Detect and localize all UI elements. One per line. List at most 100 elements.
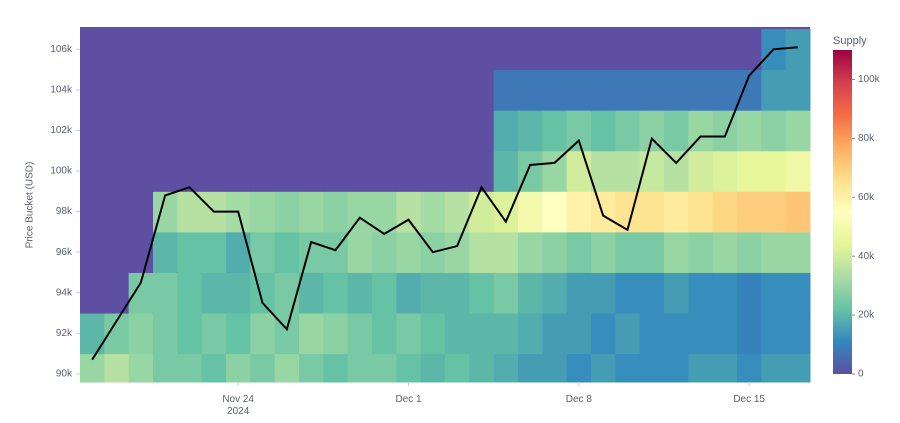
heatmap-cell — [712, 313, 738, 355]
heatmap-cell — [615, 150, 641, 192]
heatmap-cell — [445, 272, 470, 314]
heatmap-cell — [226, 313, 251, 355]
heatmap-cell — [347, 150, 373, 192]
heatmap-cell — [104, 110, 130, 152]
heatmap-cell — [591, 313, 616, 355]
heatmap-cell — [104, 69, 130, 111]
heatmap-cell — [274, 150, 300, 192]
heatmap-cell — [274, 110, 300, 152]
heatmap-cell — [201, 69, 227, 111]
heatmap-cell — [469, 150, 495, 192]
heatmap-cell — [761, 150, 787, 192]
x-tick-label: Dec 1 — [395, 394, 422, 405]
heatmap-cell — [153, 69, 178, 111]
heatmap-cell — [323, 29, 349, 71]
heatmap-cell — [347, 272, 373, 314]
heatmap-cell — [566, 353, 592, 383]
heatmap-cell — [518, 272, 543, 314]
heatmap-cell — [396, 69, 422, 111]
heatmap-cell — [299, 191, 324, 233]
heatmap-cell — [542, 150, 568, 192]
heatmap-cell — [201, 231, 227, 273]
heatmap-cell — [226, 69, 251, 111]
heatmap-cell — [80, 272, 105, 314]
heatmap-cell — [639, 29, 665, 71]
heatmap-cell — [712, 69, 738, 111]
heatmap-cell — [737, 150, 762, 192]
heatmap-cell — [128, 29, 154, 71]
heatmap-cell — [761, 191, 787, 233]
heatmap-cell — [201, 353, 227, 383]
heatmap-cell — [664, 29, 689, 71]
heatmap-cell — [372, 272, 397, 314]
heatmap-cell — [493, 110, 519, 152]
heatmap-cell — [372, 150, 397, 192]
heatmap-cell — [785, 313, 811, 355]
heatmap-cell — [712, 231, 738, 273]
heatmap-cell — [299, 150, 324, 192]
heatmap-cell — [201, 29, 227, 71]
heatmap-cell — [274, 29, 300, 71]
heatmap-cell — [347, 313, 373, 355]
heatmap-cell — [226, 272, 251, 314]
heatmap-cell — [323, 69, 349, 111]
heatmap-cell — [250, 191, 276, 233]
heatmap-cell — [664, 231, 689, 273]
heatmap-cell — [323, 353, 349, 383]
heatmap-cell — [737, 110, 762, 152]
heatmap-cell — [177, 69, 203, 111]
heatmap-cell — [493, 353, 519, 383]
heatmap-cell — [518, 191, 543, 233]
heatmap-cell — [785, 69, 811, 111]
heatmap-cell — [566, 69, 592, 111]
heatmap-cell — [615, 353, 641, 383]
heatmap-cell — [177, 110, 203, 152]
heatmap-cell — [493, 313, 519, 355]
heatmap-cell — [542, 110, 568, 152]
x-tick-label: Dec 8 — [565, 394, 592, 405]
y-tick-label: 98k — [56, 206, 73, 217]
heatmap-cell — [785, 272, 811, 314]
heatmap-cell — [761, 313, 787, 355]
heatmap-cell — [177, 272, 203, 314]
heatmap-cell — [299, 272, 324, 314]
heatmap-cell — [591, 110, 616, 152]
heatmap-cell — [566, 272, 592, 314]
y-tick-label: 90k — [56, 369, 73, 380]
heatmap-cell — [372, 110, 397, 152]
heatmap-cell — [469, 272, 495, 314]
heatmap-cell — [688, 150, 714, 192]
heatmap-cell — [420, 150, 446, 192]
heatmap-cell — [372, 353, 397, 383]
heatmap-cell — [80, 150, 105, 192]
heatmap-cell — [761, 272, 787, 314]
heatmap-cell — [518, 110, 543, 152]
price-line — [91, 46, 798, 361]
heatmap-cell — [469, 313, 495, 355]
heatmap-cell — [80, 29, 105, 71]
y-tick-label: 104k — [50, 85, 73, 96]
heatmap-cell — [347, 191, 373, 233]
heatmap-cell — [299, 231, 324, 273]
y-tick-label: 96k — [56, 247, 73, 258]
heatmap-cell — [542, 313, 568, 355]
heatmap-cell — [542, 191, 568, 233]
heatmap-cell — [420, 191, 446, 233]
heatmap-cell — [445, 231, 470, 273]
heatmap-cell — [299, 313, 324, 355]
heatmap-cell — [177, 29, 203, 71]
heatmap-cell — [445, 29, 470, 71]
heatmap-cell — [323, 150, 349, 192]
colorbar-tick-label: 100k — [858, 74, 881, 85]
colorbar-tick-label: 80k — [858, 133, 875, 144]
heatmap-cell — [591, 272, 616, 314]
heatmap-cell — [493, 191, 519, 233]
heatmap-cell — [323, 191, 349, 233]
heatmap-cell — [396, 231, 422, 273]
heatmap-cell — [347, 69, 373, 111]
colorbar-tick-label: 60k — [858, 192, 875, 203]
heatmap-cell — [688, 69, 714, 111]
heatmap-cell — [396, 150, 422, 192]
heatmap-cell — [323, 272, 349, 314]
